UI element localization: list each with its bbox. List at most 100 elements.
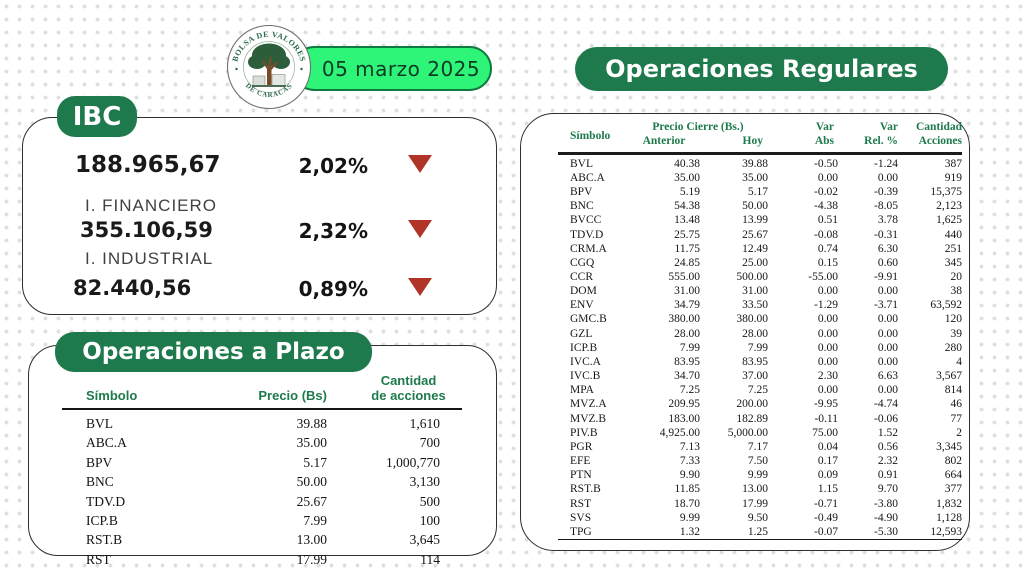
table-row: CRM.A 11.75 12.49 0.74 6.30 251 <box>558 242 962 256</box>
hoy-cell: 37.00 <box>742 370 768 383</box>
hoy-cell: 200.00 <box>736 398 768 411</box>
symbol-cell: ICP.B <box>570 341 598 354</box>
symbol-cell: EFE <box>570 455 591 468</box>
anterior-cell: 7.33 <box>679 455 700 468</box>
date-pill: 05 marzo 2025 <box>292 46 492 91</box>
var-abs-cell: 0.00 <box>817 171 838 184</box>
var-rel-cell: 0.00 <box>877 384 898 397</box>
var-abs-cell: 0.00 <box>817 384 838 397</box>
hoy-cell: 7.17 <box>747 440 768 453</box>
quantity-cell: 12,593 <box>930 525 962 538</box>
quantity-cell: 1,625 <box>936 214 962 227</box>
symbol-cell: TPG <box>570 525 592 538</box>
var-rel-cell: -4.90 <box>874 511 898 524</box>
var-rel-cell: 6.63 <box>877 370 898 383</box>
var-abs-cell: 0.00 <box>817 355 838 368</box>
industrial-value: 82.440,56 <box>73 276 192 300</box>
quantity-cell: 120 <box>944 313 962 326</box>
symbol-cell: BNC <box>86 474 114 490</box>
anterior-cell: 34.79 <box>674 299 700 312</box>
var-abs-cell: 0.17 <box>817 455 838 468</box>
var-abs-cell: 0.00 <box>817 341 838 354</box>
anterior-cell: 380.00 <box>668 313 700 326</box>
var-abs-cell: -0.50 <box>814 157 838 170</box>
symbol-cell: MVZ.A <box>570 398 607 411</box>
quantity-cell: 20 <box>950 271 963 283</box>
financiero-label: I. FINANCIERO <box>85 196 218 215</box>
quantity-cell: 814 <box>944 384 962 397</box>
plazo-title-badge: Operaciones a Plazo <box>55 332 372 372</box>
anterior-cell: 7.99 <box>679 341 700 354</box>
var-abs-cell: 0.15 <box>817 256 838 269</box>
reg-header-price-group: Precio Cierre (Bs.) <box>652 121 744 133</box>
table-row: MVZ.A 209.95 200.00 -9.95 -4.74 46 <box>558 397 962 411</box>
var-rel-cell: 1.52 <box>877 426 898 439</box>
var-rel-cell: 0.00 <box>877 327 898 340</box>
table-row: PIV.B 4,925.00 5,000.00 75.00 1.52 2 <box>558 426 962 440</box>
regulares-title-banner: Operaciones Regulares <box>575 47 948 91</box>
price-cell: 13.00 <box>296 532 327 548</box>
var-rel-cell: 0.00 <box>877 341 898 354</box>
var-rel-cell: 0.60 <box>877 256 898 269</box>
symbol-cell: RST.B <box>570 483 601 496</box>
var-abs-cell: 2.30 <box>817 370 838 383</box>
hoy-cell: 182.89 <box>736 412 768 425</box>
anterior-cell: 7.25 <box>679 384 700 397</box>
var-rel-cell: 0.00 <box>877 171 898 184</box>
anterior-cell: 9.99 <box>679 511 700 524</box>
plazo-header-row: Símbolo Precio (Bs) Cantidad de acciones <box>62 373 462 410</box>
table-row: PGR 7.13 7.17 0.04 0.56 3,345 <box>558 440 962 454</box>
hoy-cell: 1.25 <box>747 525 768 538</box>
plazo-header-quantity: Cantidad de acciones <box>371 373 446 403</box>
table-row: TDV.D 25.67 500 <box>62 492 462 511</box>
anterior-cell: 11.75 <box>674 242 700 255</box>
symbol-cell: BVCC <box>570 214 602 227</box>
quantity-cell: 46 <box>950 398 963 411</box>
table-row: GZL 28.00 28.00 0.00 0.00 39 <box>558 327 962 341</box>
symbol-cell: TDV.D <box>86 493 126 509</box>
plazo-header-price: Precio (Bs) <box>258 387 327 403</box>
var-abs-cell: 75.00 <box>812 426 838 439</box>
symbol-cell: ABC.A <box>570 171 605 184</box>
var-abs-cell: -9.95 <box>814 398 838 411</box>
quantity-cell: 377 <box>944 483 962 496</box>
var-rel-cell: -4.74 <box>874 398 898 411</box>
table-row: EFE 7.33 7.50 0.17 2.32 802 <box>558 454 962 468</box>
seal-tree-icon <box>248 43 290 87</box>
hoy-cell: 13.00 <box>742 483 768 496</box>
plazo-title: Operaciones a Plazo <box>82 339 345 365</box>
var-abs-cell: 0.00 <box>817 285 838 298</box>
var-rel-cell: 2.32 <box>877 455 898 468</box>
reg-header-hoy: Hoy <box>742 135 763 148</box>
symbol-cell: PIV.B <box>570 426 598 439</box>
hoy-cell: 7.99 <box>747 341 768 354</box>
date-label: 05 marzo 2025 <box>321 56 481 81</box>
hoy-cell: 83.95 <box>742 355 768 368</box>
var-abs-cell: 1.15 <box>817 483 838 496</box>
var-abs-cell: 0.74 <box>817 242 838 255</box>
symbol-cell: PGR <box>570 440 593 453</box>
table-row: BNC 54.38 50.00 -4.38 -8.05 2,123 <box>558 199 962 213</box>
quantity-cell: 280 <box>944 341 962 354</box>
var-rel-cell: 3.78 <box>877 214 898 227</box>
anterior-cell: 7.13 <box>679 440 700 453</box>
table-row: DOM 31.00 31.00 0.00 0.00 38 <box>558 284 962 298</box>
hoy-cell: 25.67 <box>742 228 768 241</box>
table-row: RST.B 11.85 13.00 1.15 9.70 377 <box>558 482 962 496</box>
var-rel-cell: -3.71 <box>874 299 898 312</box>
price-cell: 25.67 <box>296 493 327 509</box>
symbol-cell: CCR <box>570 271 594 283</box>
regulares-header-row: Símbolo Precio Cierre (Bs.) Var Abs Var … <box>558 120 962 147</box>
anterior-cell: 11.85 <box>674 483 700 496</box>
regulares-panel <box>520 113 970 551</box>
hoy-cell: 31.00 <box>742 285 768 298</box>
plazo-table: Símbolo Precio (Bs) Cantidad de acciones… <box>62 373 462 569</box>
price-cell: 5.17 <box>303 454 327 470</box>
ibc-index-change-pct: 2,02% <box>298 154 368 178</box>
anterior-cell: 35.00 <box>674 171 700 184</box>
anterior-cell: 9.90 <box>679 469 700 482</box>
reg-header-symbol: Símbolo <box>570 129 611 142</box>
anterior-cell: 25.75 <box>674 228 700 241</box>
symbol-cell: BNC <box>570 200 594 213</box>
